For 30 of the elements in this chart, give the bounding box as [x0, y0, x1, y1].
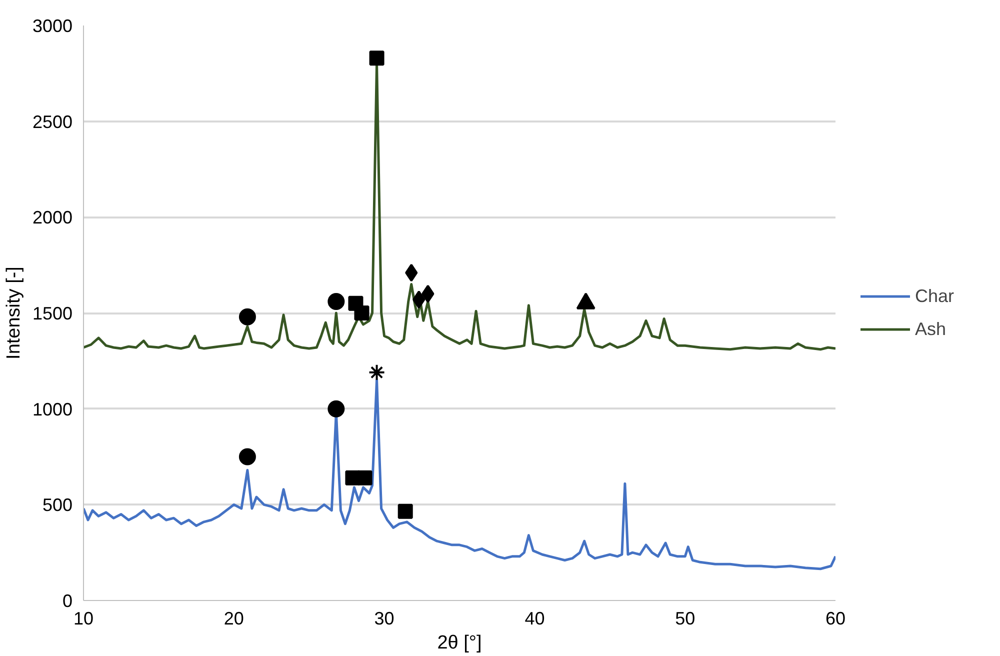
x-axis-title: 2θ [°] — [437, 632, 482, 654]
point — [422, 284, 434, 303]
point — [238, 448, 256, 466]
point — [238, 308, 256, 326]
point — [354, 306, 370, 320]
legend-label: Char — [915, 286, 954, 306]
x-tick-label: 20 — [224, 608, 244, 628]
line-series — [84, 378, 836, 570]
legend-label: Ash — [915, 318, 946, 340]
point — [357, 470, 372, 486]
point — [412, 290, 426, 309]
y-tick-label: 500 — [42, 495, 73, 516]
point — [398, 504, 413, 519]
y-tick-label: 2000 — [32, 208, 73, 228]
point — [368, 364, 386, 381]
x-tick-label: 30 — [374, 608, 394, 628]
y-tick-label: 3000 — [32, 16, 73, 36]
y-tick-label: 1000 — [32, 399, 73, 420]
y-tick-label: 1500 — [32, 304, 73, 324]
y-tick-label: 0 — [62, 591, 73, 611]
point — [328, 293, 345, 310]
x-tick-label: 50 — [675, 608, 696, 628]
y-tick-label: 2500 — [32, 112, 73, 132]
point — [405, 264, 418, 282]
x-tick-label: 10 — [73, 608, 94, 628]
x-tick-label: 40 — [524, 608, 545, 628]
point — [369, 50, 384, 66]
y-axis-title: Intensity [-] — [3, 266, 24, 360]
x-tick-label: 60 — [825, 608, 846, 628]
point — [328, 400, 345, 418]
